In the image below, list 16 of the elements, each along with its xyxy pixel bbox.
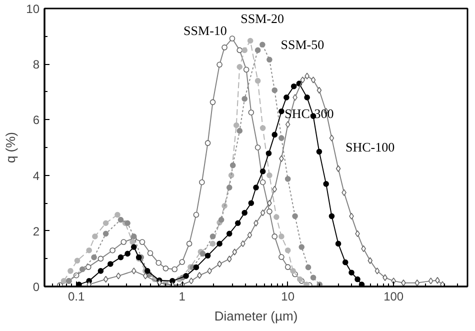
y-tick-label: 8 [32, 58, 40, 72]
x-tick-label: 100 [384, 290, 404, 304]
series-label: SSM-20 [240, 11, 284, 26]
x-tick-label: 1 [178, 290, 186, 304]
y-tick-label: 10 [26, 2, 40, 16]
series-label: SSM-10 [184, 23, 227, 38]
y-axis-title: q (%) [3, 132, 18, 164]
y-tick-label: 2 [32, 224, 40, 238]
y-tick-label: 4 [32, 168, 40, 183]
x-tick-label: 0.1 [68, 290, 85, 304]
x-tick-label: 10 [281, 290, 295, 304]
series-label: SSM-50 [280, 37, 324, 52]
y-tick-label: 6 [32, 113, 40, 128]
x-axis-title: Diameter (µm) [214, 308, 298, 324]
y-tick-label: 0 [32, 280, 40, 294]
series-label: SHC-100 [346, 140, 395, 155]
